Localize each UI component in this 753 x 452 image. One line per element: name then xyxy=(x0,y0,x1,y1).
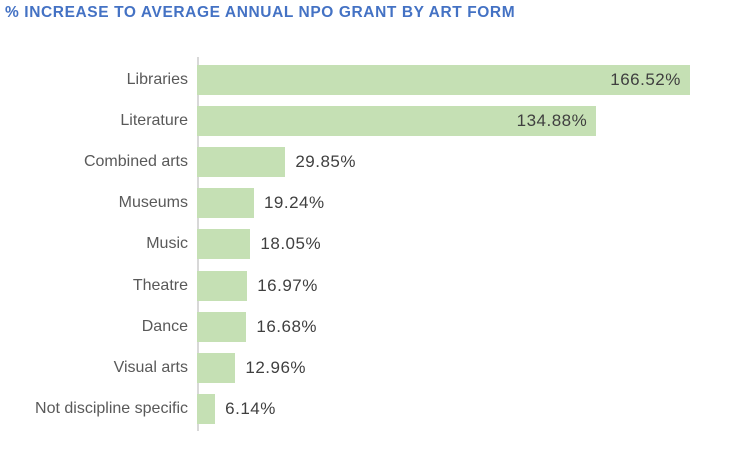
bar xyxy=(197,270,248,301)
bar xyxy=(197,147,286,178)
bar-row: Museums 19.24% xyxy=(0,183,753,224)
value-label: 18.05% xyxy=(260,234,322,254)
bar xyxy=(197,229,251,260)
bar-row: Dance 16.68% xyxy=(0,306,753,347)
category-label: Theatre xyxy=(132,276,188,294)
category-label: Libraries xyxy=(126,70,188,88)
bar-track: 29.85% xyxy=(197,141,753,182)
value-label: 19.24% xyxy=(263,193,325,213)
bar-track: 134.88% xyxy=(197,100,753,141)
bar-row: Theatre 16.97% xyxy=(0,265,753,306)
category-label: Not discipline specific xyxy=(35,400,188,418)
bar-track: 166.52% xyxy=(197,59,753,100)
bar-row: Literature 134.88% xyxy=(0,100,753,141)
value-label: 166.52% xyxy=(610,69,681,89)
bar-row: Music 18.05% xyxy=(0,224,753,265)
category-label: Combined arts xyxy=(83,153,188,171)
bar xyxy=(197,353,236,384)
bar xyxy=(197,188,254,219)
bar-track: 19.24% xyxy=(197,183,753,224)
category-label: Literature xyxy=(120,111,188,129)
bar xyxy=(197,311,247,342)
bar-track: 12.96% xyxy=(197,348,753,389)
plot-area: Libraries 166.52% Literature 134.88% Combine… xyxy=(0,59,753,430)
value-label: 134.88% xyxy=(516,110,588,130)
bar-row: Libraries 166.52% xyxy=(0,59,753,100)
category-label: Museums xyxy=(118,194,188,212)
bar: 166.52% xyxy=(197,64,690,95)
category-label: Music xyxy=(146,235,188,253)
bar-row: Visual arts 12.96% xyxy=(0,348,753,389)
chart-title: % INCREASE TO AVERAGE ANNUAL NPO GRANT B… xyxy=(5,4,516,21)
bar-row: Combined arts 29.85% xyxy=(0,141,753,182)
category-label: Dance xyxy=(141,317,188,335)
value-label: 29.85% xyxy=(295,152,357,172)
value-label: 16.97% xyxy=(257,275,318,295)
category-label: Visual arts xyxy=(113,359,188,377)
value-label: 16.68% xyxy=(256,316,318,336)
bar-track: 6.14% xyxy=(197,389,753,430)
value-label: 12.96% xyxy=(245,358,307,378)
value-label: 6.14% xyxy=(225,399,276,419)
bar-track: 16.68% xyxy=(197,306,753,347)
bar-track: 16.97% xyxy=(197,265,753,306)
bar-row: Not discipline specific 6.14% xyxy=(0,389,753,430)
bar xyxy=(197,394,216,425)
bar: 134.88% xyxy=(197,105,597,136)
bar-track: 18.05% xyxy=(197,224,753,265)
